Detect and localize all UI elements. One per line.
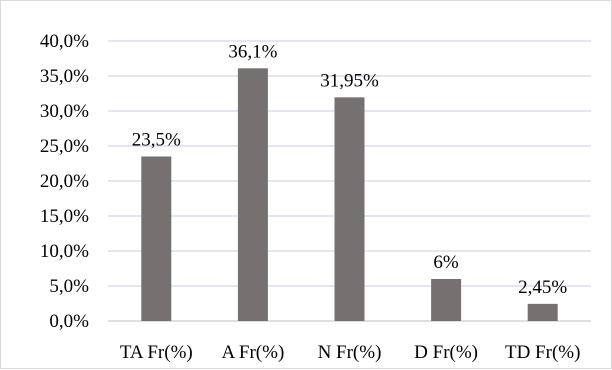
y-tick-label: 25,0% bbox=[40, 136, 89, 157]
data-label: 6% bbox=[433, 252, 459, 273]
x-category-label: TA Fr(%) bbox=[120, 342, 193, 363]
data-labels: 23,5% 36,1% 31,95% 6% 2,45% bbox=[132, 41, 568, 298]
bar bbox=[141, 156, 172, 321]
data-label: 2,45% bbox=[518, 277, 567, 298]
y-tick-label: 10,0% bbox=[40, 241, 89, 262]
y-tick-label: 35,0% bbox=[40, 66, 89, 87]
bar bbox=[237, 68, 268, 321]
y-tick-label: 30,0% bbox=[40, 101, 89, 122]
bar bbox=[334, 97, 365, 321]
x-category-label: N Fr(%) bbox=[318, 342, 382, 363]
x-category-label: A Fr(%) bbox=[221, 342, 284, 363]
y-tick-label: 40,0% bbox=[40, 31, 89, 52]
y-tick-label: 20,0% bbox=[40, 171, 89, 192]
y-tick-label: 0,0% bbox=[49, 311, 89, 332]
data-label: 23,5% bbox=[132, 130, 181, 151]
y-tick-label: 5,0% bbox=[49, 276, 89, 297]
y-tick-label: 15,0% bbox=[40, 206, 89, 227]
data-label: 31,95% bbox=[320, 70, 379, 91]
x-category-label: D Fr(%) bbox=[414, 342, 478, 363]
bars bbox=[141, 68, 558, 321]
data-label: 36,1% bbox=[228, 41, 277, 62]
x-category-label: TD Fr(%) bbox=[505, 342, 580, 363]
bar bbox=[527, 303, 558, 321]
bar bbox=[431, 279, 462, 321]
x-axis-category-labels: TA Fr(%) A Fr(%) N Fr(%) D Fr(%) TD Fr(%) bbox=[120, 342, 581, 363]
y-axis-tick-labels: 0,0% 5,0% 10,0% 15,0% 20,0% 25,0% 30,0% 35,0% 40… bbox=[40, 31, 89, 332]
